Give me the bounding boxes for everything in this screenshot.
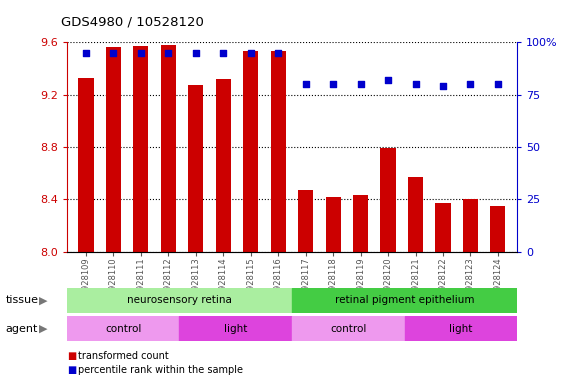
Text: ▶: ▶ (40, 295, 48, 306)
Bar (161, 45, 176, 252)
Bar (216, 79, 231, 252)
Point (109, 50, 118, 56)
Bar (325, 197, 340, 252)
Text: ■: ■ (67, 365, 76, 375)
Point (218, 50, 228, 56)
Text: neurosensory retina: neurosensory retina (127, 295, 232, 306)
Bar (67, 288, 292, 313)
Point (466, 81, 475, 87)
Text: ▶: ▶ (40, 323, 48, 334)
Point (81, 50, 91, 56)
Bar (243, 51, 259, 252)
Point (328, 81, 338, 87)
Text: transformed count: transformed count (78, 351, 169, 361)
Text: tissue: tissue (6, 295, 39, 306)
Text: GDS4980 / 10528120: GDS4980 / 10528120 (61, 16, 204, 29)
Bar (408, 177, 423, 252)
Text: light: light (449, 323, 472, 334)
Bar (67, 316, 180, 341)
Point (274, 50, 283, 56)
Text: light: light (224, 323, 248, 334)
Text: control: control (330, 323, 367, 334)
Point (301, 81, 310, 87)
Point (411, 81, 420, 87)
Point (191, 50, 200, 56)
Point (356, 81, 365, 87)
Point (246, 50, 256, 56)
Text: control: control (105, 323, 141, 334)
Bar (404, 316, 517, 341)
Bar (292, 316, 404, 341)
Point (164, 50, 173, 56)
Bar (435, 203, 450, 252)
Point (493, 81, 503, 87)
Bar (353, 195, 368, 252)
Bar (106, 48, 121, 252)
Point (383, 77, 393, 83)
Bar (271, 51, 286, 252)
Bar (134, 46, 149, 252)
Bar (188, 85, 203, 252)
Point (438, 83, 447, 89)
Text: percentile rank within the sample: percentile rank within the sample (78, 365, 243, 375)
Text: retinal pigment epithelium: retinal pigment epithelium (335, 295, 474, 306)
Bar (292, 288, 517, 313)
Bar (490, 206, 505, 252)
Bar (78, 78, 94, 252)
Bar (381, 148, 396, 252)
Bar (298, 190, 313, 252)
Text: agent: agent (6, 323, 38, 334)
Bar (180, 316, 292, 341)
Point (137, 50, 146, 56)
Text: ■: ■ (67, 351, 76, 361)
Bar (463, 199, 478, 252)
